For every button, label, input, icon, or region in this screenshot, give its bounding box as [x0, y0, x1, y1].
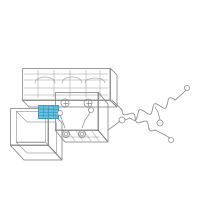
- Circle shape: [84, 99, 92, 107]
- Circle shape: [88, 108, 94, 112]
- Circle shape: [80, 132, 84, 136]
- Circle shape: [184, 86, 190, 90]
- Circle shape: [64, 132, 68, 136]
- Circle shape: [168, 138, 174, 142]
- Circle shape: [157, 120, 163, 126]
- Polygon shape: [38, 105, 58, 118]
- Circle shape: [62, 130, 70, 138]
- Circle shape: [61, 99, 69, 107]
- Circle shape: [119, 117, 125, 123]
- Circle shape: [58, 110, 62, 116]
- Circle shape: [78, 130, 86, 138]
